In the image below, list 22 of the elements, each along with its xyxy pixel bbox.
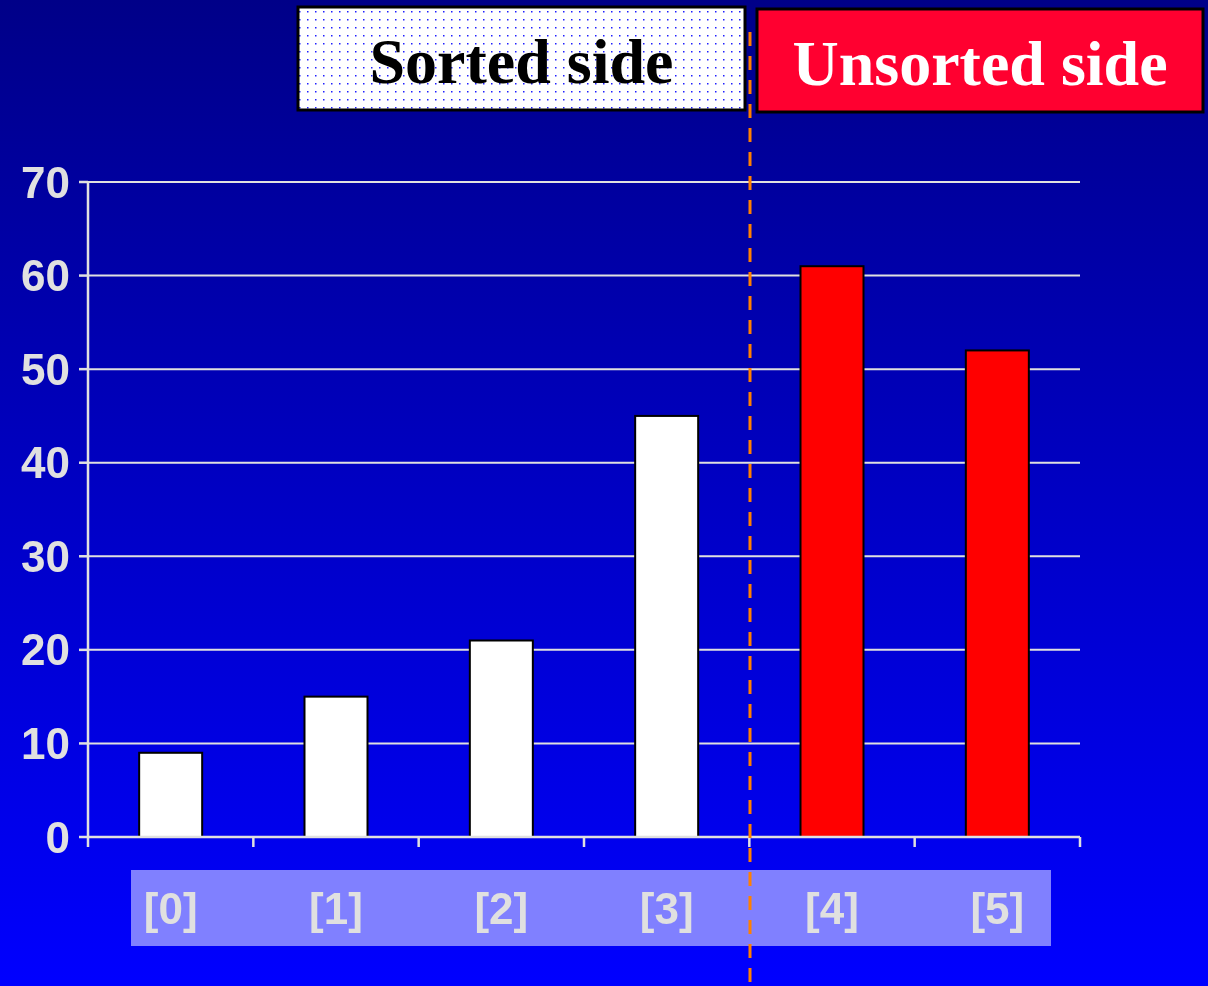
x-tick-label: [4] xyxy=(805,883,859,933)
x-tick-label: [0] xyxy=(143,883,198,933)
y-tick-label: 30 xyxy=(21,531,70,581)
bar xyxy=(634,414,700,838)
bar xyxy=(303,695,369,838)
bar xyxy=(964,349,1030,838)
y-tick-label: 20 xyxy=(21,625,70,675)
x-tick-label: [2] xyxy=(474,883,529,933)
y-tick-label: 0 xyxy=(45,812,70,862)
text: Unsorted side xyxy=(792,28,1168,99)
y-tick-label: 40 xyxy=(21,438,70,488)
y-tick-label: 50 xyxy=(21,344,70,394)
y-tick-label: 60 xyxy=(21,251,70,301)
x-tick-label: [5] xyxy=(970,883,1025,933)
bar xyxy=(468,639,534,838)
text: Sorted side xyxy=(369,26,674,97)
y-tick-label: 10 xyxy=(21,718,70,768)
bar xyxy=(799,265,865,838)
y-tick-label: 70 xyxy=(21,157,70,207)
x-tick-label: [3] xyxy=(639,883,694,933)
x-tick-label: [1] xyxy=(309,883,363,933)
bar xyxy=(138,751,204,838)
